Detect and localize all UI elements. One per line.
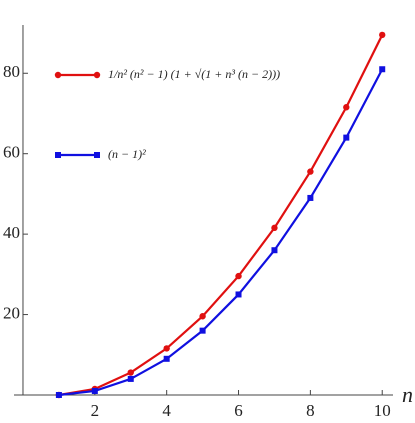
- data-point: [55, 392, 62, 398]
- legend-marker: [94, 152, 100, 158]
- x-tick-label: 8: [306, 401, 315, 420]
- data-point: [199, 327, 206, 334]
- data-point: [127, 369, 134, 376]
- data-point: [199, 313, 206, 320]
- data-point: [235, 291, 242, 298]
- data-point: [379, 66, 386, 73]
- legend-marker: [55, 152, 61, 158]
- series-line: [58, 34, 384, 397]
- y-tick-label: 20: [3, 303, 20, 322]
- x-tick-label: 10: [374, 401, 391, 420]
- legend-marker: [54, 71, 62, 79]
- legend-label: 1/n² (n² − 1) (1 + √(1 + n³ (n − 2))): [108, 67, 280, 81]
- data-point: [379, 31, 386, 39]
- data-point: [235, 272, 242, 280]
- data-point: [163, 345, 170, 352]
- y-tick-label: 40: [3, 223, 20, 242]
- data-point: [343, 104, 350, 111]
- x-tick-label: 4: [162, 401, 171, 420]
- x-axis-label: n: [402, 382, 413, 407]
- legend-marker: [93, 71, 101, 79]
- data-point: [271, 247, 278, 254]
- data-point: [307, 168, 314, 175]
- legend-label: (n − 1)²: [108, 147, 146, 161]
- data-point: [163, 355, 170, 362]
- data-point: [127, 375, 134, 382]
- y-tick-label: 60: [3, 143, 20, 162]
- data-point: [91, 387, 98, 394]
- data-point: [271, 224, 278, 232]
- x-tick-label: 2: [91, 401, 100, 420]
- y-tick-label: 80: [3, 62, 20, 81]
- x-tick-label: 6: [234, 401, 243, 420]
- data-point: [307, 194, 314, 201]
- series-line: [58, 68, 384, 397]
- data-point: [343, 134, 350, 141]
